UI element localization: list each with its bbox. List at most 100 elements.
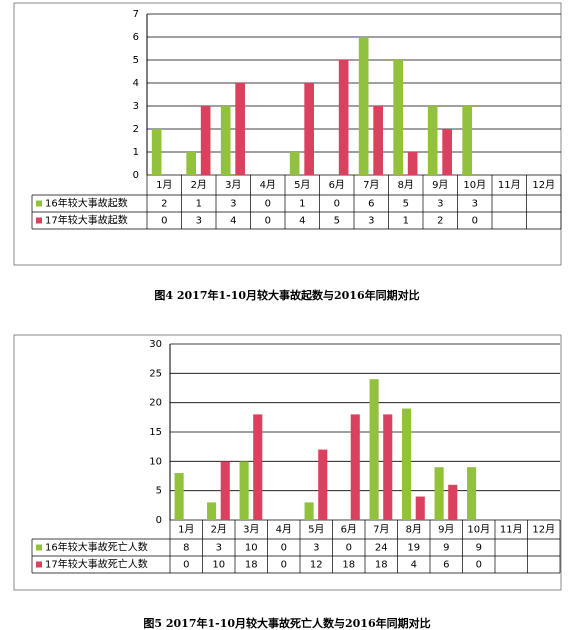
table-value: 0 (472, 216, 478, 227)
table-value: 3 (472, 199, 478, 210)
bar (207, 502, 217, 520)
x-tick-label: 10月 (467, 524, 490, 536)
table-value: 2 (161, 199, 167, 210)
chart-frame (13, 2, 562, 266)
legend-swatch (36, 217, 42, 224)
bar (304, 83, 314, 175)
y-tick-label: 10 (149, 456, 162, 467)
bar (289, 152, 300, 175)
bar (467, 467, 477, 520)
table-value: 18 (375, 560, 388, 571)
bar (434, 467, 444, 520)
x-tick-label: 4月 (276, 524, 292, 536)
y-tick-label: 6 (133, 32, 139, 43)
legend-label: 17年较大事故死亡人数 (45, 558, 148, 571)
bar (448, 484, 458, 520)
bar (220, 461, 230, 520)
bar (239, 461, 249, 520)
y-tick-label: 2 (133, 124, 139, 135)
x-tick-label: 7月 (373, 524, 389, 536)
y-tick-label: 3 (133, 101, 139, 112)
x-tick-label: 3月 (225, 179, 241, 191)
bar (304, 502, 314, 520)
table-value: 9 (443, 543, 449, 554)
caption: 图4 2017年1-10月较大事故起数与2016年同期对比 (154, 288, 419, 302)
table-value: 9 (476, 543, 482, 554)
table-value: 4 (411, 560, 417, 571)
bar (442, 129, 452, 175)
legend-label: 17年较大事故起数 (45, 214, 128, 227)
table-value: 24 (375, 543, 388, 554)
table-value: 5 (334, 216, 340, 227)
table-value: 0 (281, 560, 287, 571)
x-tick-label: 11月 (500, 524, 523, 536)
x-tick-label: 11月 (498, 179, 521, 191)
bar (253, 414, 263, 520)
y-tick-label: 4 (133, 78, 139, 89)
x-tick-label: 1月 (156, 179, 172, 191)
x-tick-label: 6月 (341, 524, 357, 536)
caption: 图5 2017年1-10月较大事故死亡人数与2016年同期对比 (143, 616, 430, 630)
table-value: 3 (368, 216, 374, 227)
y-tick-label: 5 (133, 55, 139, 66)
bar (174, 473, 184, 520)
x-tick-label: 2月 (211, 524, 227, 536)
table-value: 10 (245, 543, 258, 554)
bar (220, 106, 231, 175)
table-value: 4 (230, 216, 236, 227)
table-value: 0 (334, 199, 340, 210)
x-tick-label: 6月 (329, 179, 345, 191)
y-tick-label: 5 (156, 486, 162, 497)
legend-swatch (36, 200, 42, 207)
table-value: 1 (403, 216, 409, 227)
table-value: 0 (265, 216, 271, 227)
x-tick-label: 8月 (398, 179, 414, 191)
bar (235, 83, 245, 175)
legend-label: 16年较大事故死亡人数 (45, 541, 148, 554)
bar (318, 449, 328, 520)
table-value: 0 (346, 543, 352, 554)
x-tick-label: 1月 (178, 524, 194, 536)
table-value: 19 (407, 543, 420, 554)
table-value: 0 (476, 560, 482, 571)
y-tick-label: 1 (133, 147, 139, 158)
table-value: 12 (310, 560, 323, 571)
x-tick-label: 9月 (432, 179, 448, 191)
table-value: 3 (196, 216, 202, 227)
bar (338, 60, 349, 175)
legend-swatch (36, 561, 42, 568)
x-tick-label: 2月 (191, 179, 207, 191)
y-tick-label: 20 (149, 398, 162, 409)
table-value: 0 (183, 560, 189, 571)
table-value: 0 (281, 543, 287, 554)
x-tick-label: 9月 (438, 524, 454, 536)
y-tick-label: 0 (133, 170, 139, 181)
bar (427, 106, 438, 175)
table-value: 5 (403, 199, 409, 210)
table-value: 2 (437, 216, 443, 227)
bar (369, 379, 379, 520)
x-tick-label: 8月 (406, 524, 422, 536)
y-tick-label: 30 (149, 339, 162, 350)
y-tick-label: 7 (133, 9, 139, 20)
bar (350, 414, 360, 520)
table-value: 3 (313, 543, 319, 554)
y-tick-label: 25 (149, 368, 162, 379)
table-value: 3 (230, 199, 236, 210)
table-value: 3 (216, 543, 222, 554)
x-tick-label: 3月 (243, 524, 259, 536)
x-tick-label: 5月 (308, 524, 324, 536)
table-value: 0 (265, 199, 271, 210)
y-tick-label: 0 (156, 515, 162, 526)
table-value: 6 (368, 199, 374, 210)
bar (402, 408, 412, 520)
bar (462, 106, 472, 175)
y-tick-label: 15 (149, 427, 162, 438)
bar (358, 37, 369, 175)
table-value: 0 (161, 216, 167, 227)
table-value: 4 (299, 216, 305, 227)
bar (383, 414, 393, 520)
table-value: 10 (212, 560, 225, 571)
bar (151, 129, 162, 175)
